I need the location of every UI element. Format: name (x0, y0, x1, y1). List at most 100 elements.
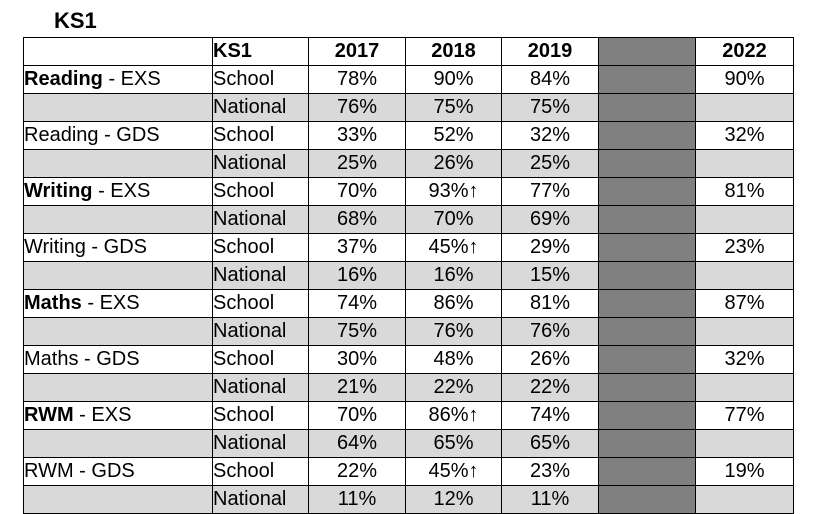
type-school: School (212, 457, 309, 486)
national-value: 22% (501, 373, 599, 402)
row-label: RWM - GDS (23, 457, 213, 486)
national-value: 12% (405, 485, 502, 514)
national-value: 16% (308, 261, 406, 290)
national-value (695, 429, 794, 458)
school-value: 23% (695, 233, 794, 262)
school-value: 22% (308, 457, 406, 486)
school-value: 32% (501, 121, 599, 150)
type-national: National (212, 373, 309, 402)
subject-name: Writing (24, 180, 93, 202)
measure-name: - EXS (92, 180, 151, 202)
row-label-empty (23, 149, 213, 178)
type-school: School (212, 401, 309, 430)
header-year-2022: 2022 (695, 37, 794, 66)
school-value: 78% (308, 65, 406, 94)
type-national: National (212, 205, 309, 234)
table-row: National 16% 16% 15% (23, 261, 794, 290)
row-label-empty (23, 205, 213, 234)
national-value: 15% (501, 261, 599, 290)
subject-name: Writing (24, 236, 86, 258)
gap-cell (598, 345, 696, 374)
national-value: 25% (308, 149, 406, 178)
table-row: Writing - EXS School 70% 93%↑ 77% 81% (23, 177, 794, 206)
school-value: 84% (501, 65, 599, 94)
school-value: 70% (308, 177, 406, 206)
row-label: Maths - GDS (23, 345, 213, 374)
school-value: 45%↑ (405, 457, 502, 486)
national-value: 64% (308, 429, 406, 458)
row-label: Writing - GDS (23, 233, 213, 262)
table-row: Reading - EXS School 78% 90% 84% 90% (23, 65, 794, 94)
school-value: 74% (501, 401, 599, 430)
school-value: 30% (308, 345, 406, 374)
type-school: School (212, 289, 309, 318)
measure-name: - GDS (78, 348, 140, 370)
table-row: National 76% 75% 75% (23, 93, 794, 122)
row-label-empty (23, 373, 213, 402)
gap-cell (598, 261, 696, 290)
row-label-empty (23, 261, 213, 290)
school-value: 32% (695, 121, 794, 150)
school-value: 32% (695, 345, 794, 374)
national-value: 65% (405, 429, 502, 458)
subject-name: Maths (24, 348, 79, 370)
national-value (695, 485, 794, 514)
gap-cell (598, 373, 696, 402)
gap-cell (598, 93, 696, 122)
type-school: School (212, 345, 309, 374)
national-value: 76% (308, 93, 406, 122)
type-school: School (212, 177, 309, 206)
national-value (695, 205, 794, 234)
national-value: 11% (501, 485, 599, 514)
header-year-2017: 2017 (308, 37, 406, 66)
measure-name: - EXS (81, 292, 140, 314)
national-value (695, 373, 794, 402)
row-label: Reading - EXS (23, 65, 213, 94)
type-school: School (212, 233, 309, 262)
school-value: 19% (695, 457, 794, 486)
national-value: 70% (405, 205, 502, 234)
school-value: 77% (501, 177, 599, 206)
national-value: 76% (501, 317, 599, 346)
national-value: 11% (308, 485, 406, 514)
national-value: 75% (405, 93, 502, 122)
row-label-empty (23, 485, 213, 514)
row-label: Writing - EXS (23, 177, 213, 206)
national-value: 75% (308, 317, 406, 346)
table-row: National 64% 65% 65% (23, 429, 794, 458)
row-label-empty (23, 317, 213, 346)
gap-cell (598, 401, 696, 430)
table-row: Maths - GDS School 30% 48% 26% 32% (23, 345, 794, 374)
national-value: 21% (308, 373, 406, 402)
header-year-2019: 2019 (501, 37, 599, 66)
school-value: 86% (405, 289, 502, 318)
school-value: 81% (695, 177, 794, 206)
gap-cell (598, 233, 696, 262)
gap-cell (598, 121, 696, 150)
row-label: Reading - GDS (23, 121, 213, 150)
type-national: National (212, 261, 309, 290)
measure-name: - EXS (73, 404, 132, 426)
measure-name: - EXS (102, 68, 161, 90)
page-title: KS1 (54, 8, 97, 33)
type-national: National (212, 485, 309, 514)
header-year-2018: 2018 (405, 37, 502, 66)
header-label-cell (23, 37, 213, 66)
table-row: Writing - GDS School 37% 45%↑ 29% 23% (23, 233, 794, 262)
table-row: National 25% 26% 25% (23, 149, 794, 178)
gap-cell (598, 429, 696, 458)
header-type: KS1 (212, 37, 309, 66)
school-value: 37% (308, 233, 406, 262)
table-row: Reading - GDS School 33% 52% 32% 32% (23, 121, 794, 150)
gap-cell (598, 205, 696, 234)
school-value: 77% (695, 401, 794, 430)
national-value: 26% (405, 149, 502, 178)
row-label: Maths - EXS (23, 289, 213, 318)
subject-name: Reading (24, 68, 103, 90)
header-row: KS1 2017 2018 2019 2022 (23, 37, 794, 66)
row-label: RWM - EXS (23, 401, 213, 430)
gap-column (598, 37, 696, 66)
table-row: RWM - EXS School 70% 86%↑ 74% 77% (23, 401, 794, 430)
table-row: RWM - GDS School 22% 45%↑ 23% 19% (23, 457, 794, 486)
subject-name: RWM (24, 404, 74, 426)
